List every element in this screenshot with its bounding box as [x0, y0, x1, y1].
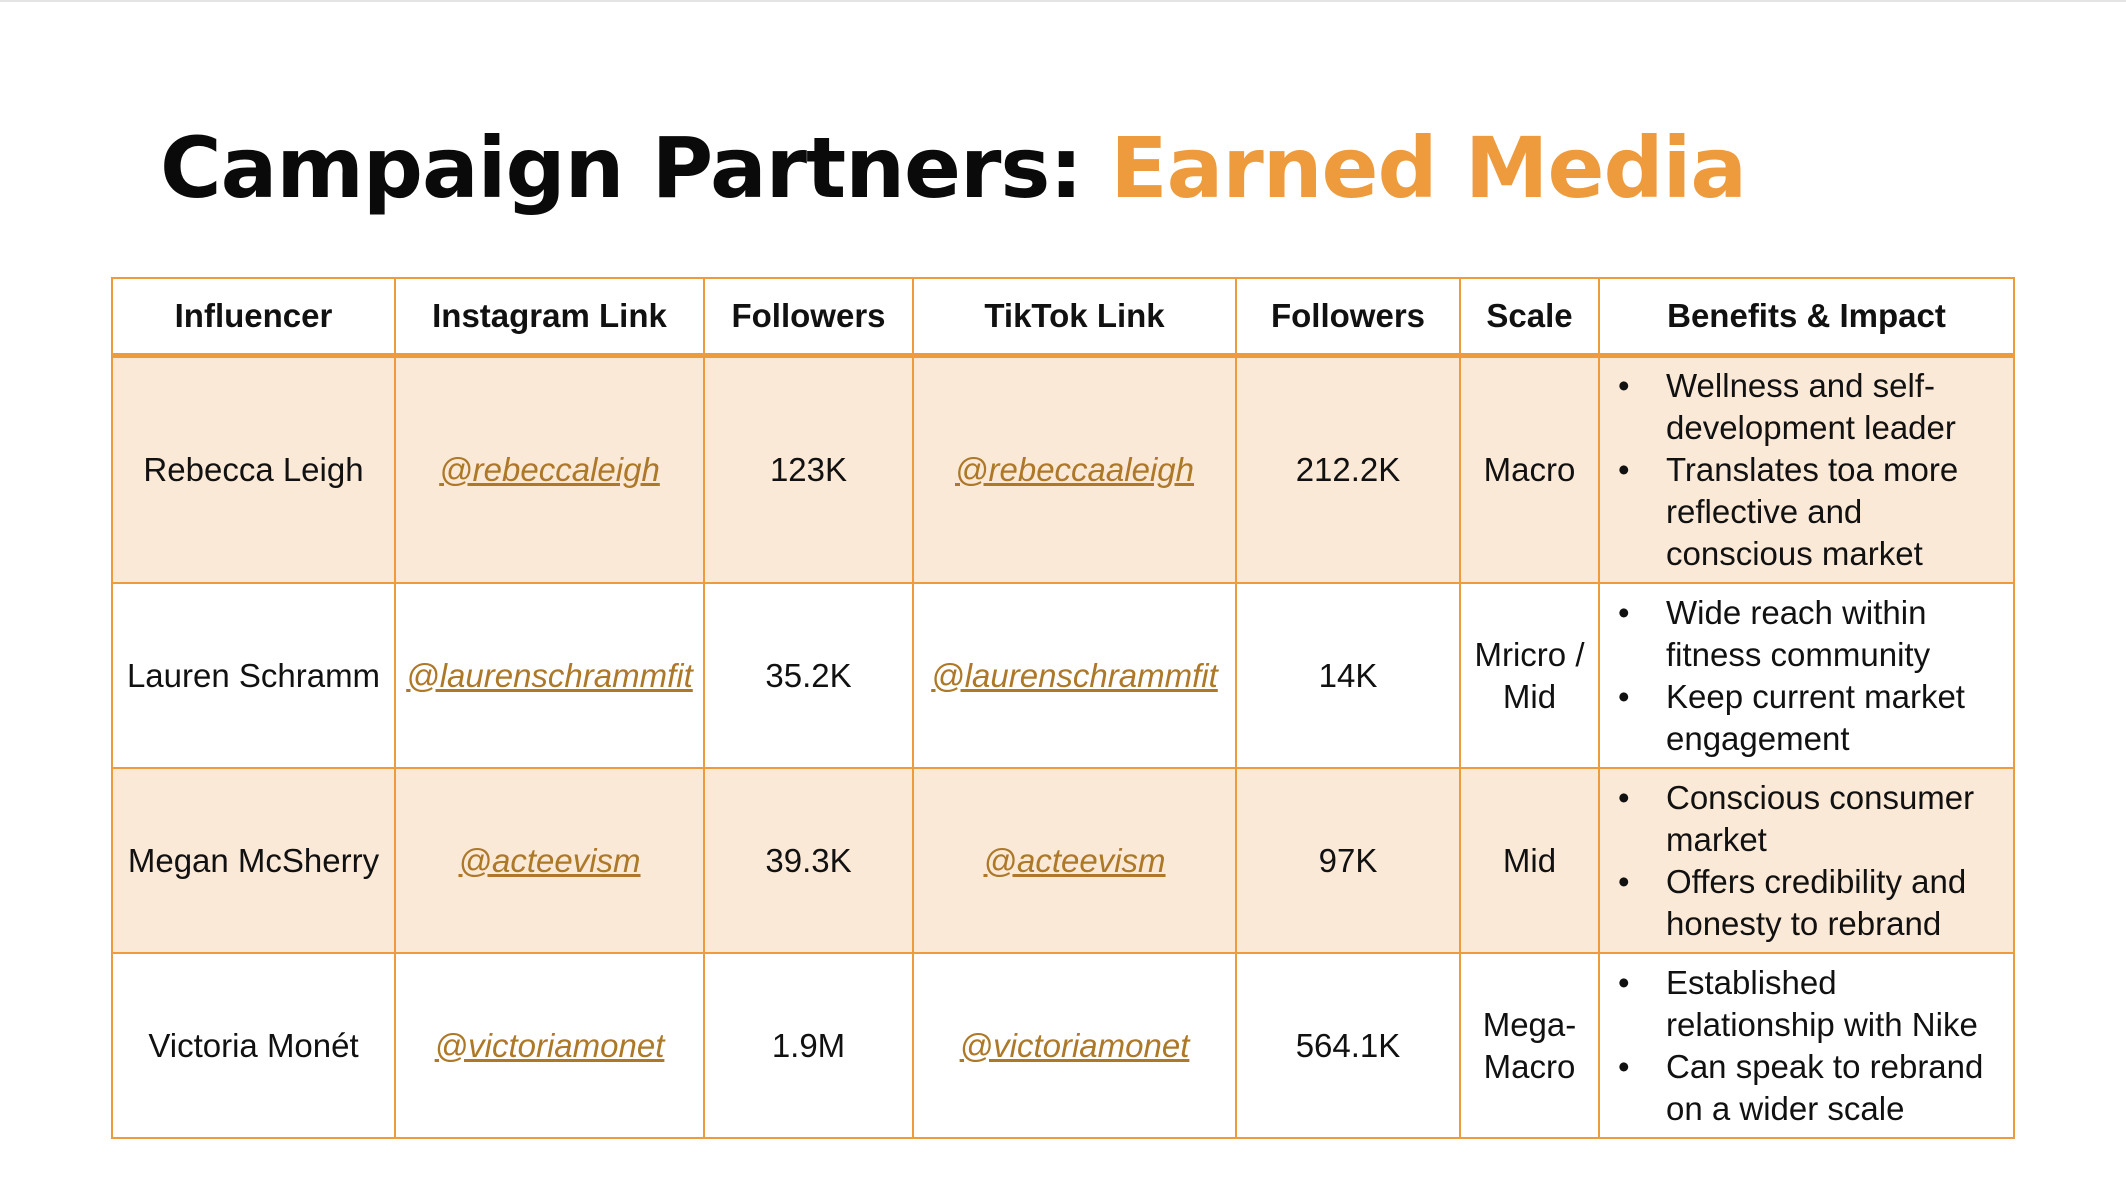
benefits-list: Established relationship with Nike Can s…: [1612, 962, 2003, 1130]
header-instagram-link: Instagram Link: [394, 277, 705, 358]
table-row: Megan McSherry @acteevism 39.3K @acteevi…: [111, 767, 2015, 954]
benefit-item: Conscious consumer market: [1612, 777, 2003, 861]
slide-top-border: [0, 0, 2126, 2]
header-influencer: Influencer: [111, 277, 396, 358]
benefit-item: Translates toa more reflective and consc…: [1612, 449, 2003, 575]
benefits-cell: Conscious consumer market Offers credibi…: [1598, 767, 2015, 954]
header-instagram-followers: Followers: [703, 277, 914, 358]
scale: Mid: [1459, 767, 1600, 954]
tiktok-link[interactable]: @laurenschrammfit: [931, 656, 1218, 694]
benefit-item: Keep current market engagement: [1612, 676, 2003, 760]
tiktok-cell: @victoriamonet: [912, 952, 1237, 1139]
tiktok-followers: 212.2K: [1235, 354, 1461, 584]
header-tiktok-followers: Followers: [1235, 277, 1461, 358]
header-benefits: Benefits & Impact: [1598, 277, 2015, 358]
tiktok-followers: 564.1K: [1235, 952, 1461, 1139]
tiktok-cell: @laurenschrammfit: [912, 582, 1237, 769]
partners-table: Influencer Instagram Link Followers TikT…: [111, 277, 2015, 1139]
instagram-link[interactable]: @laurenschrammfit: [406, 656, 693, 694]
influencer-name: Lauren Schramm: [111, 582, 396, 769]
instagram-cell: @laurenschrammfit: [394, 582, 705, 769]
header-scale: Scale: [1459, 277, 1600, 358]
title-main: Campaign Partners:: [160, 119, 1111, 217]
influencer-name: Megan McSherry: [111, 767, 396, 954]
benefits-cell: Wellness and self-development leader Tra…: [1598, 354, 2015, 584]
instagram-followers: 123K: [703, 354, 914, 584]
table-header-row: Influencer Instagram Link Followers TikT…: [111, 277, 2015, 358]
scale: Macro: [1459, 354, 1600, 584]
instagram-followers: 35.2K: [703, 582, 914, 769]
benefit-item: Can speak to rebrand on a wider scale: [1612, 1046, 2003, 1130]
instagram-cell: @victoriamonet: [394, 952, 705, 1139]
table-row: Victoria Monét @victoriamonet 1.9M @vict…: [111, 952, 2015, 1139]
tiktok-cell: @acteevism: [912, 767, 1237, 954]
tiktok-cell: @rebeccaaleigh: [912, 354, 1237, 584]
influencer-name: Rebecca Leigh: [111, 354, 396, 584]
benefit-item: Wide reach within fitness community: [1612, 592, 2003, 676]
scale: Mega-Macro: [1459, 952, 1600, 1139]
header-tiktok-link: TikTok Link: [912, 277, 1237, 358]
benefits-list: Wide reach within fitness community Keep…: [1612, 592, 2003, 760]
benefits-list: Conscious consumer market Offers credibi…: [1612, 777, 2003, 945]
instagram-link[interactable]: @acteevism: [458, 841, 641, 879]
tiktok-link[interactable]: @acteevism: [983, 841, 1166, 879]
instagram-followers: 39.3K: [703, 767, 914, 954]
instagram-link[interactable]: @victoriamonet: [434, 1026, 665, 1064]
instagram-followers: 1.9M: [703, 952, 914, 1139]
tiktok-followers: 97K: [1235, 767, 1461, 954]
benefit-item: Established relationship with Nike: [1612, 962, 2003, 1046]
benefit-item: Wellness and self-development leader: [1612, 365, 2003, 449]
table-row: Rebecca Leigh @rebeccaleigh 123K @rebecc…: [111, 354, 2015, 584]
slide-title: Campaign Partners: Earned Media: [160, 118, 1747, 219]
tiktok-link[interactable]: @rebeccaaleigh: [955, 451, 1194, 488]
tiktok-followers: 14K: [1235, 582, 1461, 769]
tiktok-link[interactable]: @victoriamonet: [959, 1026, 1190, 1064]
instagram-cell: @acteevism: [394, 767, 705, 954]
influencer-name: Victoria Monét: [111, 952, 396, 1139]
title-accent: Earned Media: [1110, 119, 1747, 217]
instagram-link[interactable]: @rebeccaleigh: [439, 451, 660, 488]
instagram-cell: @rebeccaleigh: [394, 354, 705, 584]
benefits-cell: Wide reach within fitness community Keep…: [1598, 582, 2015, 769]
benefits-cell: Established relationship with Nike Can s…: [1598, 952, 2015, 1139]
benefits-list: Wellness and self-development leader Tra…: [1612, 365, 2003, 575]
benefit-item: Offers credibility and honesty to rebran…: [1612, 861, 2003, 945]
scale: Mricro / Mid: [1459, 582, 1600, 769]
table-row: Lauren Schramm @laurenschrammfit 35.2K @…: [111, 582, 2015, 769]
